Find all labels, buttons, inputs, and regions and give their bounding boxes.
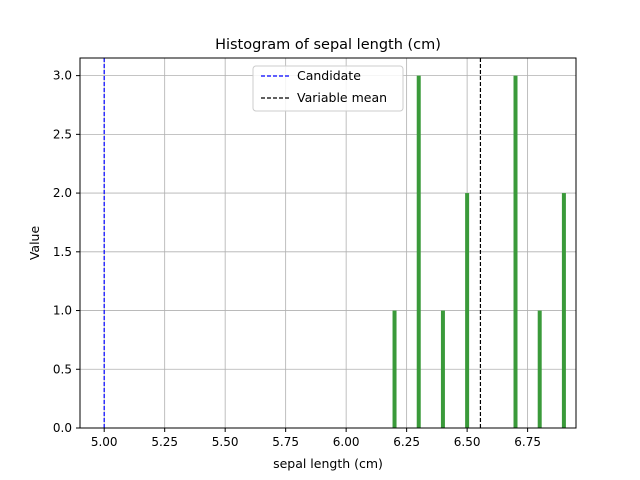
histogram-bar <box>513 75 518 428</box>
histogram-bar <box>416 75 421 428</box>
y-tick-label: 2.0 <box>53 186 72 200</box>
chart-title: Histogram of sepal length (cm) <box>215 37 441 53</box>
reference-lines <box>103 58 482 428</box>
y-axis-ticks: 0.0 0.5 1.0 1.5 2.0 2.5 3.0 <box>53 69 80 435</box>
legend-variable-mean-label: Variable mean <box>297 90 387 105</box>
x-tick-label: 6.50 <box>454 435 481 449</box>
y-tick-label: 2.5 <box>53 127 72 141</box>
x-tick-label: 6.00 <box>333 435 360 449</box>
plot-frame <box>79 57 577 429</box>
y-tick-label: 0.0 <box>53 421 72 435</box>
histogram-bar <box>537 310 542 428</box>
histogram-bar <box>561 193 566 428</box>
legend: Candidate Variable mean <box>252 65 404 112</box>
x-tick-label: 5.75 <box>272 435 299 449</box>
grid-lines <box>80 58 576 429</box>
y-tick-label: 0.5 <box>53 362 72 376</box>
x-tick-label: 5.00 <box>91 435 118 449</box>
x-tick-label: 5.25 <box>151 435 178 449</box>
x-axis-label: sepal length (cm) <box>273 456 383 471</box>
x-tick-label: 6.25 <box>393 435 420 449</box>
legend-candidate-label: Candidate <box>297 68 361 83</box>
x-tick-label: 6.75 <box>514 435 541 449</box>
x-axis-ticks: 5.00 5.25 5.50 5.75 6.00 6.25 6.50 6.75 <box>91 428 541 449</box>
histogram-bar <box>465 193 470 428</box>
y-tick-label: 1.0 <box>53 304 72 318</box>
y-axis-label: Value <box>27 226 42 261</box>
histogram-bar <box>392 310 397 428</box>
legend-box <box>252 65 404 112</box>
bars <box>392 75 566 428</box>
y-tick-label: 1.5 <box>53 245 72 259</box>
x-tick-label: 5.50 <box>212 435 239 449</box>
histogram-bar <box>440 310 445 428</box>
y-tick-label: 3.0 <box>53 69 72 83</box>
